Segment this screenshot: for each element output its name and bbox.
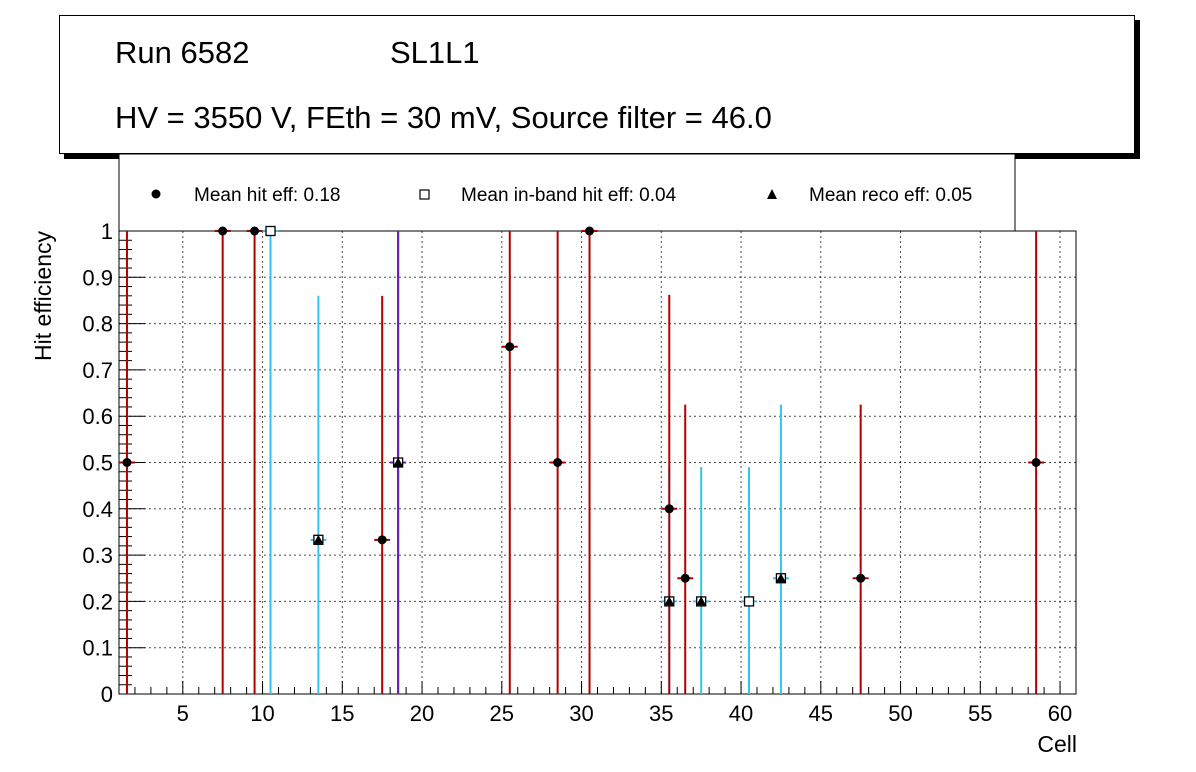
- reco-marker: [393, 457, 404, 467]
- y-tick-label: 0.6: [82, 404, 113, 429]
- grid: [119, 231, 1076, 694]
- x-tick-label: 50: [888, 701, 912, 726]
- y-tick-label: 0.2: [82, 589, 113, 614]
- x-tick-label: 35: [649, 701, 673, 726]
- y-tick-label: 1: [101, 219, 113, 244]
- reco-marker: [696, 596, 707, 606]
- hit-marker: [585, 226, 595, 236]
- y-axis-label: Hit efficiency: [30, 231, 56, 361]
- y-tick-label: 0.4: [82, 497, 113, 522]
- legend-hit-marker: [151, 189, 161, 199]
- legend-box: [118, 153, 1016, 232]
- y-tick-label: 0.7: [82, 358, 113, 383]
- hit-marker: [377, 535, 387, 545]
- x-tick-label: 20: [410, 701, 434, 726]
- reco-marker: [313, 534, 324, 544]
- x-tick-label: 15: [330, 701, 354, 726]
- legend-inband-marker: [419, 189, 430, 200]
- hit-marker: [122, 458, 132, 467]
- legend-hit-label: Mean hit eff: 0.18: [194, 185, 340, 206]
- hit-marker: [856, 573, 866, 583]
- hit-marker: [680, 573, 690, 583]
- hit-marker: [1031, 458, 1041, 467]
- legend-reco-label: Mean reco eff: 0.05: [809, 185, 972, 206]
- run-conditions: HV = 3550 V, FEth = 30 mV, Source filter…: [115, 100, 772, 135]
- x-tick-label: 10: [250, 701, 274, 726]
- axis-ticks: 5 10 15 20 25 30 35 40 45 50 55 60 0 0.1 0.2 0.3 0.4 0.5 0…: [82, 219, 1072, 726]
- x-tick-label: 45: [809, 701, 833, 726]
- y-tick-label: 0: [101, 682, 113, 707]
- y-tick-label: 0.9: [82, 265, 113, 290]
- x-tick-label: 30: [569, 701, 593, 726]
- reco-marker: [664, 596, 675, 606]
- y-tick-label: 0.3: [82, 543, 113, 568]
- y-tick-label: 0.1: [82, 636, 113, 661]
- run-number: Run 6582: [115, 35, 250, 70]
- x-tick-label: 60: [1048, 701, 1072, 726]
- legend-reco-marker: [767, 189, 777, 199]
- legend-inband-label: Mean in-band hit eff: 0.04: [461, 185, 677, 206]
- hit-marker: [505, 342, 515, 352]
- title-box: Run 6582 SL1L1 HV = 3550 V, FEth = 30 mV…: [59, 15, 1135, 154]
- hit-marker: [218, 226, 228, 236]
- inband-marker: [743, 596, 755, 607]
- layer-name: SL1L1: [390, 35, 480, 70]
- inband-marker: [265, 225, 276, 237]
- hit-marker: [664, 504, 674, 514]
- x-tick-label: 5: [177, 701, 189, 726]
- x-tick-label: 55: [968, 701, 992, 726]
- y-tick-label: 0.8: [82, 312, 113, 337]
- hit-marker: [250, 226, 260, 236]
- x-axis-label: Cell: [1037, 731, 1077, 757]
- y-tick-label: 0.5: [82, 451, 113, 476]
- x-tick-label: 40: [729, 701, 753, 726]
- x-tick-label: 25: [490, 701, 514, 726]
- hit-marker: [553, 458, 563, 467]
- data-markers: [122, 225, 1041, 607]
- reco-marker: [775, 573, 786, 583]
